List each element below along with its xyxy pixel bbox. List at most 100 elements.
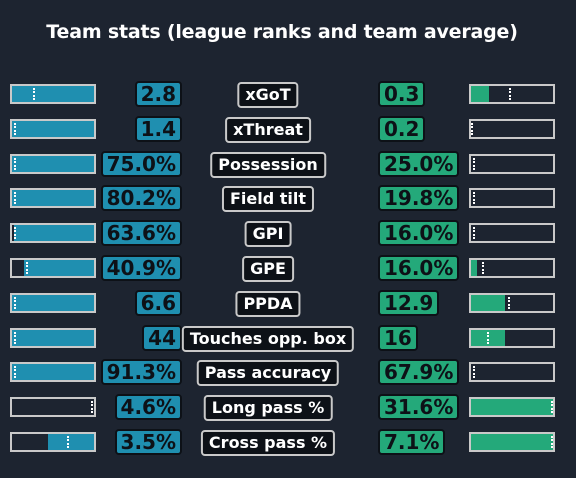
right-rank-bar (469, 258, 555, 278)
left-rank-bar (10, 188, 96, 208)
left-average-marker (66, 436, 69, 448)
stat-label: Field tilt (221, 186, 315, 212)
right-rank-bar-fill (471, 86, 490, 102)
right-average-marker (481, 262, 484, 274)
left-average-marker (14, 192, 17, 204)
left-rank-bar-fill (12, 364, 94, 380)
right-average-marker (472, 158, 475, 170)
left-rank-bar (10, 119, 96, 139)
right-average-marker (550, 436, 553, 448)
left-rank-bar-fill (24, 260, 94, 276)
left-rank-bar (10, 328, 96, 348)
right-average-marker (507, 297, 510, 309)
right-rank-bar (469, 188, 555, 208)
stat-row: 40.9% GPE 16.0% (0, 254, 576, 284)
right-rank-bar-fill (471, 295, 506, 311)
stat-label: Pass accuracy (196, 360, 340, 386)
right-team-value: 7.1% (378, 429, 446, 455)
left-average-marker (14, 123, 17, 135)
stat-row: 44 Touches opp. box 16 (0, 324, 576, 354)
chart-title: Team stats (league ranks and team averag… (46, 21, 518, 43)
left-average-marker (25, 262, 28, 274)
right-average-marker (550, 401, 553, 413)
left-rank-bar-fill (12, 156, 94, 172)
right-team-value: 12.9 (378, 290, 440, 316)
left-rank-bar (10, 293, 96, 313)
left-average-marker (33, 88, 36, 100)
right-rank-bar (469, 223, 555, 243)
left-rank-bar-fill (12, 86, 94, 102)
stat-label: PPDA (235, 291, 301, 317)
right-team-value: 16 (378, 325, 418, 351)
stat-row: 2.8 xGoT 0.3 (0, 80, 576, 110)
right-average-marker (472, 192, 475, 204)
right-rank-bar (469, 293, 555, 313)
stat-row: 4.6% Long pass % 31.6% (0, 393, 576, 423)
left-rank-bar-fill (12, 190, 94, 206)
stat-label: xGoT (237, 82, 299, 108)
left-rank-bar (10, 84, 96, 104)
left-team-value: 2.8 (134, 81, 182, 107)
left-average-marker (14, 227, 17, 239)
stat-label: xThreat (225, 117, 311, 143)
right-rank-bar (469, 328, 555, 348)
right-average-marker (487, 332, 490, 344)
right-average-marker (472, 366, 475, 378)
right-rank-bar (469, 119, 555, 139)
right-rank-bar-fill (471, 434, 553, 450)
right-team-value: 0.3 (378, 81, 426, 107)
stat-label: GPI (244, 221, 292, 247)
left-average-marker (14, 158, 17, 170)
left-team-value: 63.6% (100, 220, 182, 246)
left-rank-bar (10, 223, 96, 243)
stat-label: Long pass % (203, 395, 333, 421)
left-rank-bar-fill (12, 330, 94, 346)
right-rank-bar (469, 154, 555, 174)
left-team-value: 40.9% (100, 255, 182, 281)
left-rank-bar (10, 432, 96, 452)
left-rank-bar-fill (48, 434, 94, 450)
stat-label: Possession (210, 152, 326, 178)
left-rank-bar-fill (12, 121, 94, 137)
left-team-value: 44 (142, 325, 182, 351)
right-rank-bar (469, 362, 555, 382)
right-team-value: 19.8% (378, 185, 460, 211)
stat-row: 75.0% Possession 25.0% (0, 150, 576, 180)
left-average-marker (90, 401, 93, 413)
stat-row: 63.6% GPI 16.0% (0, 219, 576, 249)
right-rank-bar (469, 432, 555, 452)
right-team-value: 67.9% (378, 359, 460, 385)
right-team-value: 31.6% (378, 394, 460, 420)
stat-label: Touches opp. box (181, 326, 355, 352)
left-rank-bar (10, 362, 96, 382)
left-team-value: 75.0% (100, 151, 182, 177)
left-rank-bar-fill (12, 295, 94, 311)
right-team-value: 25.0% (378, 151, 460, 177)
left-rank-bar (10, 154, 96, 174)
stat-row: 3.5% Cross pass % 7.1% (0, 428, 576, 458)
left-average-marker (14, 332, 17, 344)
right-average-marker (472, 227, 475, 239)
right-average-marker (471, 123, 473, 135)
left-team-value: 6.6 (134, 290, 182, 316)
stat-row: 80.2% Field tilt 19.8% (0, 184, 576, 214)
left-average-marker (14, 297, 17, 309)
stat-row: 6.6 PPDA 12.9 (0, 289, 576, 319)
right-rank-bar-fill (471, 260, 477, 276)
right-rank-bar-fill (471, 399, 553, 415)
stat-row: 1.4 xThreat 0.2 (0, 115, 576, 145)
stat-row: 91.3% Pass accuracy 67.9% (0, 358, 576, 388)
left-rank-bar-fill (13, 225, 94, 241)
left-team-value: 3.5% (114, 429, 182, 455)
left-rank-bar (10, 397, 96, 417)
left-team-value: 80.2% (100, 185, 182, 211)
right-rank-bar (469, 397, 555, 417)
left-team-value: 1.4 (134, 116, 182, 142)
left-rank-bar (10, 258, 96, 278)
right-team-value: 16.0% (378, 255, 460, 281)
stat-label: Cross pass % (200, 430, 336, 456)
left-team-value: 4.6% (114, 394, 182, 420)
left-average-marker (14, 366, 17, 378)
right-team-value: 16.0% (378, 220, 460, 246)
